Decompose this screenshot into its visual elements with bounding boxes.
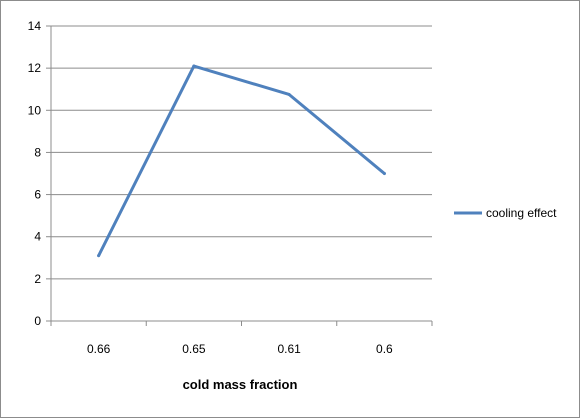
series-line	[97, 64, 386, 258]
legend-label: cooling effect	[486, 206, 557, 220]
data-point	[382, 172, 386, 175]
x-axis-title: cold mass fraction	[183, 377, 298, 392]
data-point	[97, 254, 101, 258]
y-tick-label: 10	[28, 103, 42, 117]
gridlines	[51, 25, 432, 280]
y-tick-label: 14	[28, 19, 42, 33]
y-tick-label: 2	[34, 272, 41, 286]
x-tick-label: 0.61	[277, 342, 301, 356]
legend: cooling effect	[454, 206, 557, 220]
y-tick-label: 4	[34, 230, 41, 244]
y-tick-label: 12	[28, 61, 42, 75]
x-tick-label: 0.65	[182, 342, 206, 356]
x-tick-label: 0.6	[376, 342, 393, 356]
y-tick-label: 6	[34, 188, 41, 202]
axes	[50, 26, 432, 322]
data-point	[192, 64, 196, 68]
x-axis-ticks: 0.66 0.65 0.61 0.6	[50, 321, 433, 356]
y-tick-label: 8	[34, 145, 41, 159]
x-tick-label: 0.66	[87, 342, 111, 356]
y-tick-label: 0	[34, 314, 41, 328]
series-layer	[97, 64, 386, 258]
y-axis-ticks: 0 2 4 6 8 10 12 14	[28, 19, 51, 328]
data-point	[287, 92, 291, 96]
